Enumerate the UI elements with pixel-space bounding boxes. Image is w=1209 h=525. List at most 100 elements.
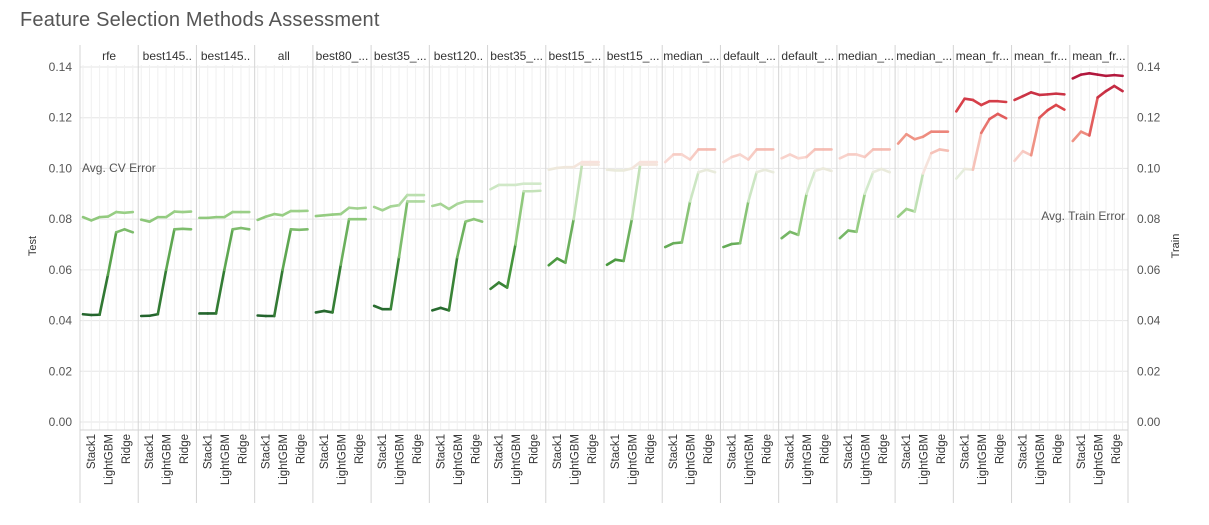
chart-title: Feature Selection Methods Assessment <box>20 9 380 31</box>
train-series-segment <box>239 226 251 231</box>
test-series-segment <box>281 209 293 217</box>
x-category-label: Ridge <box>936 434 948 464</box>
train-series-segment <box>1054 103 1066 111</box>
train-series-segment <box>971 131 983 171</box>
annotation-train-error: Avg. Train Error <box>1041 209 1125 223</box>
train-series-segment <box>905 207 917 213</box>
y-tick-label-right: 0.14 <box>1137 60 1161 74</box>
train-series-segment <box>514 189 526 246</box>
test-series-segment <box>439 202 451 211</box>
test-series-segment <box>331 212 343 216</box>
train-series-segment <box>555 257 567 265</box>
y-tick-label-right: 0.02 <box>1137 364 1161 378</box>
x-category-label: Stack1 <box>319 434 331 469</box>
train-series-segment <box>297 227 309 232</box>
x-category-label: LightGBM <box>336 434 348 485</box>
y-axis-title-left: Test <box>27 236 39 256</box>
train-series-segment <box>331 263 343 314</box>
x-category-label: Ridge <box>1053 434 1065 464</box>
train-series-segment <box>863 170 875 196</box>
x-category-label: Stack1 <box>552 434 564 469</box>
x-category-label: Stack1 <box>959 434 971 469</box>
x-category-label: Ridge <box>703 434 715 464</box>
x-category-label: LightGBM <box>453 434 465 485</box>
x-category-label: Stack1 <box>144 434 156 469</box>
test-series-segment <box>314 214 326 218</box>
column-header: median_... <box>896 49 952 63</box>
x-category-label: Ridge <box>820 434 832 464</box>
train-series-segment <box>930 148 941 155</box>
train-series-segment <box>896 207 908 218</box>
column-header: all <box>278 49 290 63</box>
train-series-segment <box>372 304 384 311</box>
x-category-label: LightGBM <box>977 434 989 485</box>
train-series-segment <box>339 217 351 267</box>
column-header: median_... <box>838 49 894 63</box>
test-series-segment <box>572 160 584 169</box>
train-series-segment <box>763 168 775 174</box>
column-header: default_... <box>723 49 776 63</box>
train-series-segment <box>272 268 284 318</box>
x-category-label: Ridge <box>237 434 249 464</box>
test-series-segment <box>164 210 176 219</box>
y-tick-label-left: 0.06 <box>49 263 73 277</box>
test-series-segment <box>688 148 700 161</box>
test-series-segment <box>372 205 384 212</box>
test-series-segment <box>223 210 234 219</box>
train-series-segment <box>1046 103 1058 112</box>
train-series-segment <box>613 258 625 263</box>
test-series-segment <box>838 153 850 160</box>
y-axis-title-right: Train <box>1170 234 1182 259</box>
test-series-segment <box>855 153 867 159</box>
test-series-segment <box>896 132 908 145</box>
train-series-segment <box>322 309 334 314</box>
test-series-segment <box>1104 73 1116 78</box>
test-series-segment <box>339 206 351 216</box>
train-series-segment <box>846 229 858 234</box>
test-series-segment <box>272 212 284 217</box>
y-tick-label-right: 0.10 <box>1137 161 1161 175</box>
y-tick-label-right: 0.04 <box>1137 314 1161 328</box>
train-series-segment <box>572 163 584 221</box>
test-series-segment <box>1021 91 1033 98</box>
column-header: best35_... <box>490 49 543 63</box>
y-tick-label-left: 0.04 <box>49 314 73 328</box>
train-series-segment <box>738 200 750 245</box>
test-series-segment <box>1088 72 1099 76</box>
test-series-segment <box>1096 73 1108 78</box>
test-series-segment <box>81 215 93 222</box>
x-category-label: Stack1 <box>785 434 797 469</box>
train-series-segment <box>672 241 684 245</box>
test-series-segment <box>622 167 634 172</box>
x-category-label: Stack1 <box>261 434 273 469</box>
column-header: rfe <box>102 49 116 63</box>
train-series-segment <box>813 167 825 173</box>
x-category-label: LightGBM <box>569 434 581 485</box>
test-series-segment <box>547 166 559 171</box>
train-series-segment <box>106 231 118 277</box>
train-series-segment <box>148 312 160 318</box>
x-category-label: Ridge <box>645 434 657 464</box>
test-series-segment <box>256 215 268 222</box>
train-series-segment <box>1088 96 1099 137</box>
test-series-segment <box>1079 72 1091 76</box>
test-series-segment <box>431 202 442 208</box>
x-category-label: LightGBM <box>162 434 174 485</box>
x-category-label: Stack1 <box>901 434 913 469</box>
train-series-segment <box>1021 149 1033 157</box>
column-header: best35_... <box>374 49 427 63</box>
train-series-segment <box>464 217 476 223</box>
column-header: median_... <box>663 49 719 63</box>
x-category-label: LightGBM <box>104 434 116 485</box>
test-series-segment <box>913 135 925 141</box>
column-header: default_... <box>781 49 834 63</box>
x-category-label: LightGBM <box>628 434 640 485</box>
train-series-segment <box>547 257 559 267</box>
x-category-label: LightGBM <box>744 434 756 485</box>
train-series-segment <box>663 241 675 249</box>
test-series-segment <box>181 210 193 214</box>
x-category-label: Ridge <box>1111 434 1123 464</box>
test-series-segment <box>455 200 467 206</box>
test-series-segment <box>780 153 792 160</box>
x-category-label: Ridge <box>761 434 773 464</box>
